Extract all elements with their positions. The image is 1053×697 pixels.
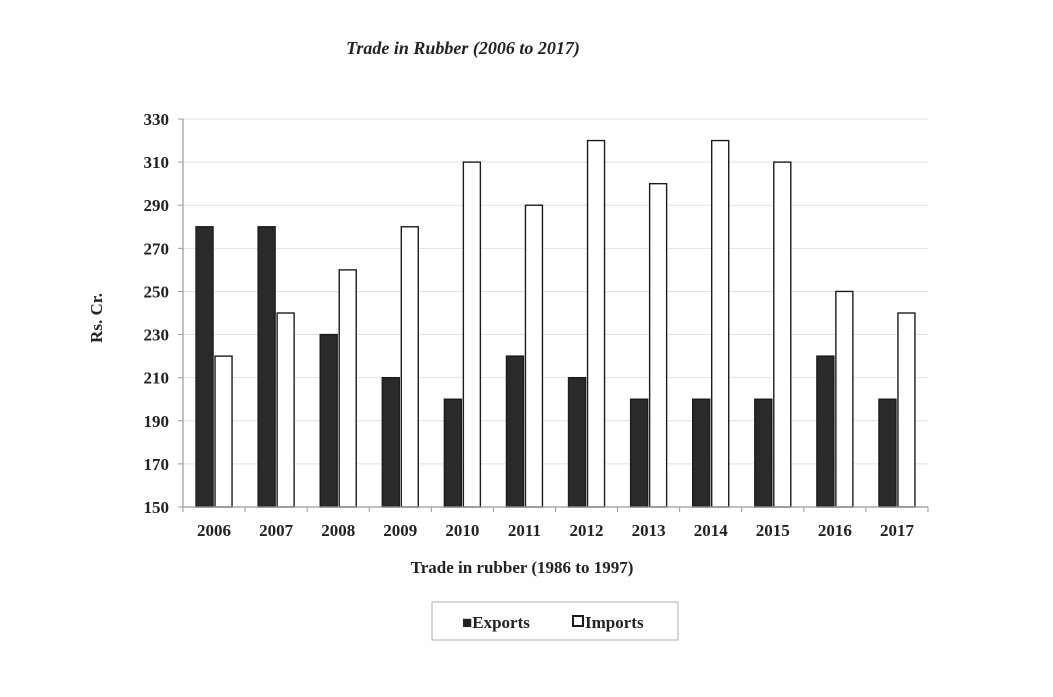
x-tick-label: 2007 bbox=[259, 521, 294, 540]
bar-imports-2007 bbox=[276, 312, 295, 508]
y-tick-labels: 150 170 190 210 230 250 270 290 310 330 bbox=[144, 110, 170, 517]
bars bbox=[195, 139, 916, 508]
bar-imports-2009 bbox=[400, 226, 419, 508]
x-tick-label: 2006 bbox=[197, 521, 231, 540]
bar-exports-2012 bbox=[567, 376, 587, 508]
bar-imports-2016 bbox=[835, 290, 854, 508]
legend-label-imports: Imports bbox=[585, 613, 644, 632]
bar-imports-2014 bbox=[711, 139, 730, 508]
x-tick-label: 2012 bbox=[570, 521, 604, 540]
y-axis-title: Rs. Cr. bbox=[87, 293, 106, 343]
y-tick-label: 310 bbox=[144, 153, 170, 172]
y-tick-label: 150 bbox=[144, 498, 170, 517]
x-tick-label: 2015 bbox=[756, 521, 790, 540]
bar-exports-2015 bbox=[754, 398, 773, 508]
bar-exports-2009 bbox=[381, 376, 400, 508]
bar-exports-2008 bbox=[319, 333, 338, 508]
bar-exports-2006 bbox=[195, 226, 214, 508]
bar-exports-2016 bbox=[816, 355, 835, 508]
x-tick-label: 2013 bbox=[632, 521, 666, 540]
x-tick-label: 2008 bbox=[321, 521, 355, 540]
legend-label-exports: ■Exports bbox=[462, 613, 530, 632]
y-tick-label: 190 bbox=[144, 412, 170, 431]
bar-imports-2013 bbox=[648, 182, 668, 508]
x-tick-label: 2010 bbox=[445, 521, 479, 540]
x-tick-label: 2009 bbox=[383, 521, 417, 540]
x-axis-title: Trade in rubber (1986 to 1997) bbox=[411, 558, 634, 577]
x-tick-label: 2014 bbox=[694, 521, 729, 540]
legend-box bbox=[431, 601, 679, 641]
y-tick-label: 230 bbox=[144, 326, 170, 345]
bar-imports-2017 bbox=[897, 312, 916, 508]
chart-title: Trade in Rubber (2006 to 2017) bbox=[346, 38, 580, 59]
y-tick-label: 210 bbox=[144, 369, 170, 388]
legend: ■Exports Imports bbox=[431, 601, 679, 641]
bar-imports-2011 bbox=[524, 204, 544, 508]
bar-exports-2017 bbox=[878, 398, 897, 508]
x-tick-label: 2011 bbox=[508, 521, 541, 540]
bar-imports-2006 bbox=[214, 355, 233, 508]
y-tick-label: 170 bbox=[144, 455, 170, 474]
grid-lines bbox=[183, 118, 928, 465]
x-tick-label: 2016 bbox=[818, 521, 852, 540]
bar-exports-2010 bbox=[443, 398, 463, 508]
bar-exports-2011 bbox=[505, 355, 525, 508]
bar-imports-2010 bbox=[462, 161, 482, 508]
axes bbox=[178, 118, 929, 512]
y-tick-label: 330 bbox=[144, 110, 170, 129]
legend-swatch-imports bbox=[572, 615, 584, 627]
bar-imports-2012 bbox=[586, 139, 606, 508]
bar-exports-2013 bbox=[629, 398, 649, 508]
y-tick-label: 270 bbox=[144, 239, 170, 258]
x-tick-label: 2017 bbox=[880, 521, 915, 540]
bar-imports-2015 bbox=[773, 161, 792, 508]
bar-imports-2008 bbox=[338, 269, 357, 508]
x-tick-labels: 2006 2007 2008 2009 2010 2011 2012 2013 2014 2015… bbox=[197, 521, 914, 540]
bar-exports-2014 bbox=[692, 398, 711, 508]
y-tick-label: 290 bbox=[144, 196, 170, 215]
bar-exports-2007 bbox=[257, 226, 276, 508]
y-tick-label: 250 bbox=[144, 282, 170, 301]
